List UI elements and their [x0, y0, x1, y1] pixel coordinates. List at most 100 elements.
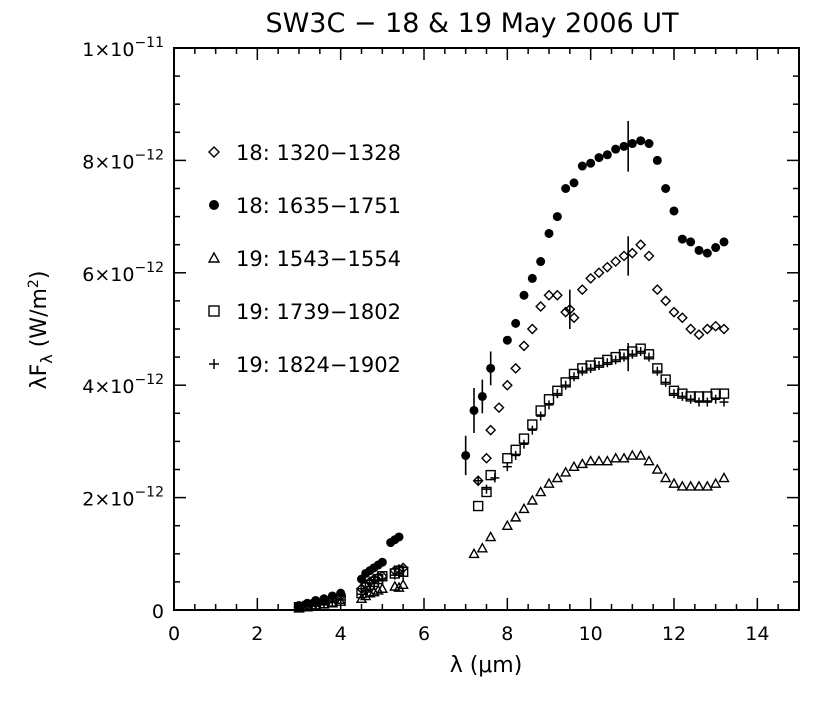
- data-point: [484, 530, 497, 542]
- legend-marker: [207, 251, 221, 263]
- data-point: [551, 289, 563, 301]
- data-point: [644, 352, 654, 362]
- data-point: [481, 452, 492, 464]
- data-points: [293, 121, 730, 613]
- data-point: [685, 323, 697, 335]
- data-point: [635, 239, 647, 251]
- data-point: [536, 411, 546, 421]
- data-point: [376, 582, 389, 593]
- data-point: [327, 597, 337, 607]
- y-tick-mantissa: 0: [152, 601, 164, 623]
- data-point: [334, 595, 347, 606]
- data-point: [593, 267, 605, 279]
- data-point: [519, 439, 529, 449]
- y-tick-label: 6×10−12: [82, 260, 164, 286]
- y-tick-label: 2×10−12: [82, 485, 164, 511]
- x-tick-label: 10: [579, 623, 603, 645]
- y-label-superscript: 2: [26, 279, 42, 288]
- x-tick-label: 2: [251, 623, 263, 645]
- data-point: [584, 455, 597, 466]
- chart-title: SW3C − 18 & 19 May 2006 UT: [265, 8, 679, 39]
- y-tick-mantissa: 2×10: [82, 489, 134, 511]
- data-point: [709, 477, 722, 488]
- y-tick-exponent: −12: [134, 485, 164, 501]
- data-point: [535, 301, 547, 313]
- data-point: [668, 477, 680, 488]
- data-point: [719, 397, 729, 407]
- data-point: [661, 377, 671, 387]
- data-point: [377, 557, 387, 567]
- data-point: [544, 228, 554, 238]
- data-point: [686, 237, 696, 247]
- y-tick-exponent: −12: [134, 260, 164, 276]
- data-point: [568, 312, 580, 324]
- data-point: [490, 473, 500, 483]
- y-tick-exponent: −12: [134, 147, 164, 163]
- y-tick-label: 0: [152, 601, 164, 623]
- data-point: [569, 372, 579, 382]
- data-point: [686, 394, 696, 404]
- data-point: [694, 245, 704, 255]
- data-point: [569, 178, 579, 188]
- data-point: [501, 379, 513, 391]
- series-plus: [294, 343, 729, 613]
- data-point: [718, 323, 730, 335]
- legend-item: 19: 1739−1802: [208, 300, 401, 324]
- legend: 18: 1320−1328 18: 1635−1751 19: 1543−1554 1…: [207, 141, 401, 377]
- data-point: [485, 424, 497, 436]
- data-point: [626, 247, 638, 259]
- y-tick-mantissa: 4×10: [82, 376, 134, 398]
- data-point: [359, 590, 372, 601]
- data-point: [710, 320, 722, 332]
- data-point: [676, 312, 688, 324]
- data-point: [661, 184, 671, 193]
- data-point: [627, 349, 637, 359]
- legend-item: 18: 1635−1751: [209, 194, 401, 218]
- data-point: [660, 295, 672, 307]
- data-point: [398, 571, 408, 581]
- data-point: [626, 449, 639, 460]
- data-point: [651, 284, 663, 296]
- data-point: [652, 366, 662, 376]
- data-point: [482, 484, 491, 494]
- data-point: [568, 460, 580, 471]
- data-point: [610, 256, 622, 268]
- data-point: [393, 581, 405, 592]
- data-point: [576, 284, 588, 296]
- data-point: [701, 323, 713, 335]
- legend-marker: [209, 200, 219, 210]
- series-filled-circle: [294, 121, 729, 611]
- data-point: [577, 366, 587, 376]
- data-point: [336, 595, 346, 605]
- data-point: [669, 206, 679, 216]
- data-point: [472, 500, 484, 512]
- series-triangle: [293, 449, 730, 613]
- data-point: [677, 234, 687, 244]
- x-tick-label: 0: [168, 623, 180, 645]
- data-point: [593, 455, 605, 466]
- data-point: [694, 397, 704, 407]
- data-point: [311, 600, 321, 610]
- data-point: [502, 462, 512, 472]
- data-point: [468, 547, 480, 559]
- x-axis-label: λ (μm): [450, 653, 523, 678]
- data-point: [718, 471, 730, 483]
- series-diamond: [293, 236, 730, 613]
- data-point: [618, 250, 630, 262]
- data-point: [357, 589, 366, 599]
- data-point: [643, 250, 655, 262]
- data-point: [536, 257, 546, 267]
- legend-label: 19: 1739−1802: [236, 300, 401, 324]
- x-tick-label: 6: [418, 623, 430, 645]
- data-point: [377, 574, 387, 584]
- data-point: [643, 455, 655, 466]
- data-point: [543, 477, 555, 488]
- data-point: [368, 586, 380, 597]
- data-point: [586, 158, 596, 168]
- plot-frame: [173, 47, 800, 611]
- legend-item: 18: 1320−1328: [208, 141, 401, 165]
- y-label-subscript: λ: [37, 354, 56, 363]
- y-tick-mantissa: 6×10: [82, 264, 134, 286]
- data-point: [369, 578, 379, 588]
